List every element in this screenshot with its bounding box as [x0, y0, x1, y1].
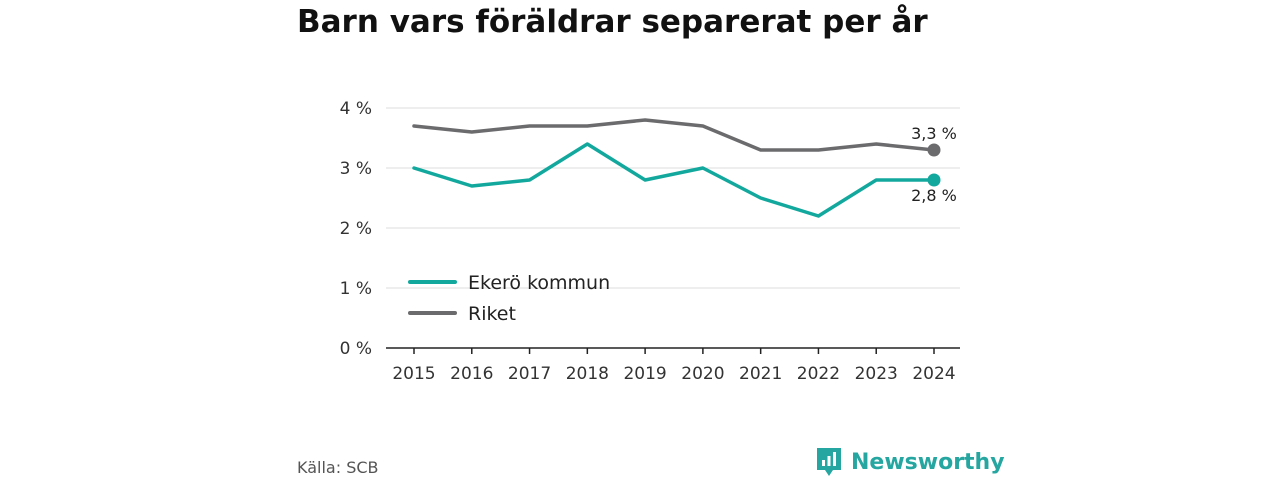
x-tick-label: 2019: [623, 364, 666, 384]
y-tick-label: 1 %: [340, 279, 372, 299]
series-end-point: [927, 173, 941, 187]
y-tick-label: 3 %: [340, 159, 372, 179]
end-labels: 2,8 % 3,3 %: [911, 124, 957, 205]
legend-label: Riket: [468, 303, 516, 325]
legend-label: Ekerö kommun: [468, 272, 610, 294]
x-tick-label: 2016: [450, 364, 493, 384]
series-end-point: [927, 143, 941, 157]
x-tick-label: 2023: [855, 364, 898, 384]
newsworthy-logo-icon: [817, 448, 841, 476]
x-tick-label: 2024: [912, 364, 955, 384]
x-tick-label: 2022: [797, 364, 840, 384]
y-tick-label: 0 %: [340, 339, 372, 359]
x-tick-label: 2017: [508, 364, 551, 384]
x-tick-label: 2018: [566, 364, 609, 384]
x-tick-label: 2020: [681, 364, 724, 384]
brand-name: Newsworthy: [851, 449, 1005, 475]
legend: Ekerö kommun Riket: [408, 272, 610, 325]
line-chart: 0 % 1 % 2 % 3 % 4 % 2015 2016 2017 2018 2019 2020…: [340, 99, 960, 384]
source-label: Källa: SCB: [297, 458, 379, 477]
series-end-label: 2,8 %: [911, 186, 957, 205]
series-end-label: 3,3 %: [911, 124, 957, 143]
y-tick-label: 2 %: [340, 219, 372, 239]
series-lines: [412, 118, 941, 218]
y-axis-ticks: 0 % 1 % 2 % 3 % 4 %: [340, 99, 372, 359]
x-axis: 2015 2016 2017 2018 2019 2020 2021 2022 2023 2024: [386, 347, 960, 384]
brand: Newsworthy: [815, 446, 1005, 478]
y-tick-label: 4 %: [340, 99, 372, 119]
gridlines: [386, 107, 960, 289]
x-tick-label: 2015: [392, 364, 435, 384]
chart-title: Barn vars föräldrar separerat per år: [297, 4, 928, 40]
x-tick-label: 2021: [739, 364, 782, 384]
series-line: [412, 142, 936, 218]
series-line: [412, 118, 936, 152]
